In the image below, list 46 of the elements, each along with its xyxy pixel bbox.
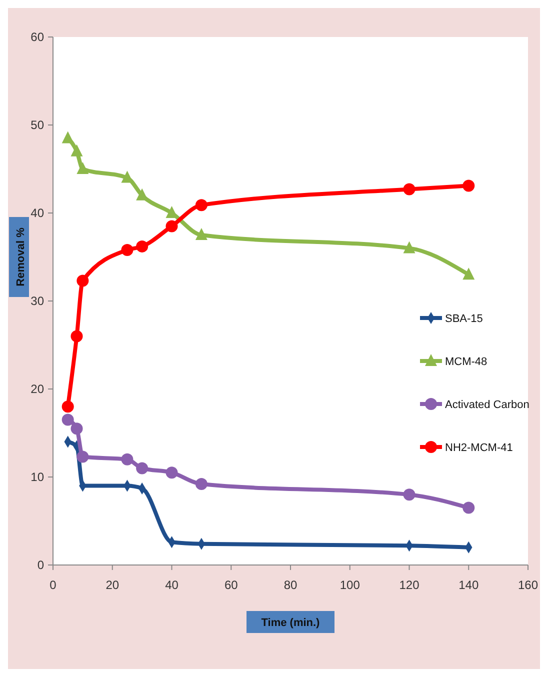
x-tick-label: 80 (284, 578, 298, 592)
point (121, 453, 134, 466)
y-tick-label: 30 (30, 294, 44, 308)
legend-label: SBA-15 (445, 313, 483, 325)
x-tick-label: 40 (165, 578, 179, 592)
legend-label: MCM-48 (445, 356, 488, 368)
x-tick-label: 60 (224, 578, 238, 592)
y-tick-label: 40 (30, 206, 44, 220)
y-tick-label: 10 (30, 470, 44, 484)
point (403, 488, 416, 501)
point (62, 131, 74, 144)
point (70, 330, 83, 342)
point (62, 400, 74, 413)
point (195, 478, 208, 490)
y-tick-label: 50 (30, 118, 44, 132)
point (136, 462, 148, 474)
point (166, 466, 178, 479)
point (136, 240, 148, 252)
point (195, 199, 208, 212)
point (462, 268, 475, 280)
point (403, 183, 416, 196)
point (462, 180, 475, 192)
point (195, 228, 208, 240)
point (403, 241, 416, 254)
x-tick-label: 20 (106, 578, 120, 592)
y-tick-label: 20 (30, 382, 44, 396)
legend-label: Activated Carbon (445, 399, 530, 411)
point (70, 144, 83, 156)
y-axis-title: Removal % (15, 227, 27, 286)
point (166, 220, 178, 232)
x-tick-label: 120 (399, 578, 420, 592)
point (76, 162, 89, 174)
point (462, 502, 475, 514)
y-tick-label: 0 (37, 558, 44, 572)
x-tick-label: 160 (518, 578, 538, 592)
legend-label: NH2-MCM-41 (445, 442, 513, 454)
point (70, 422, 83, 435)
y-tick-label: 60 (30, 30, 44, 44)
x-tick-label: 0 (50, 578, 57, 592)
point (76, 450, 89, 463)
point (121, 244, 134, 256)
x-tick-label: 140 (458, 578, 479, 592)
x-axis-title: Time (min.) (261, 617, 320, 629)
x-tick-label: 100 (340, 578, 360, 592)
point (62, 414, 74, 426)
point (76, 274, 89, 287)
